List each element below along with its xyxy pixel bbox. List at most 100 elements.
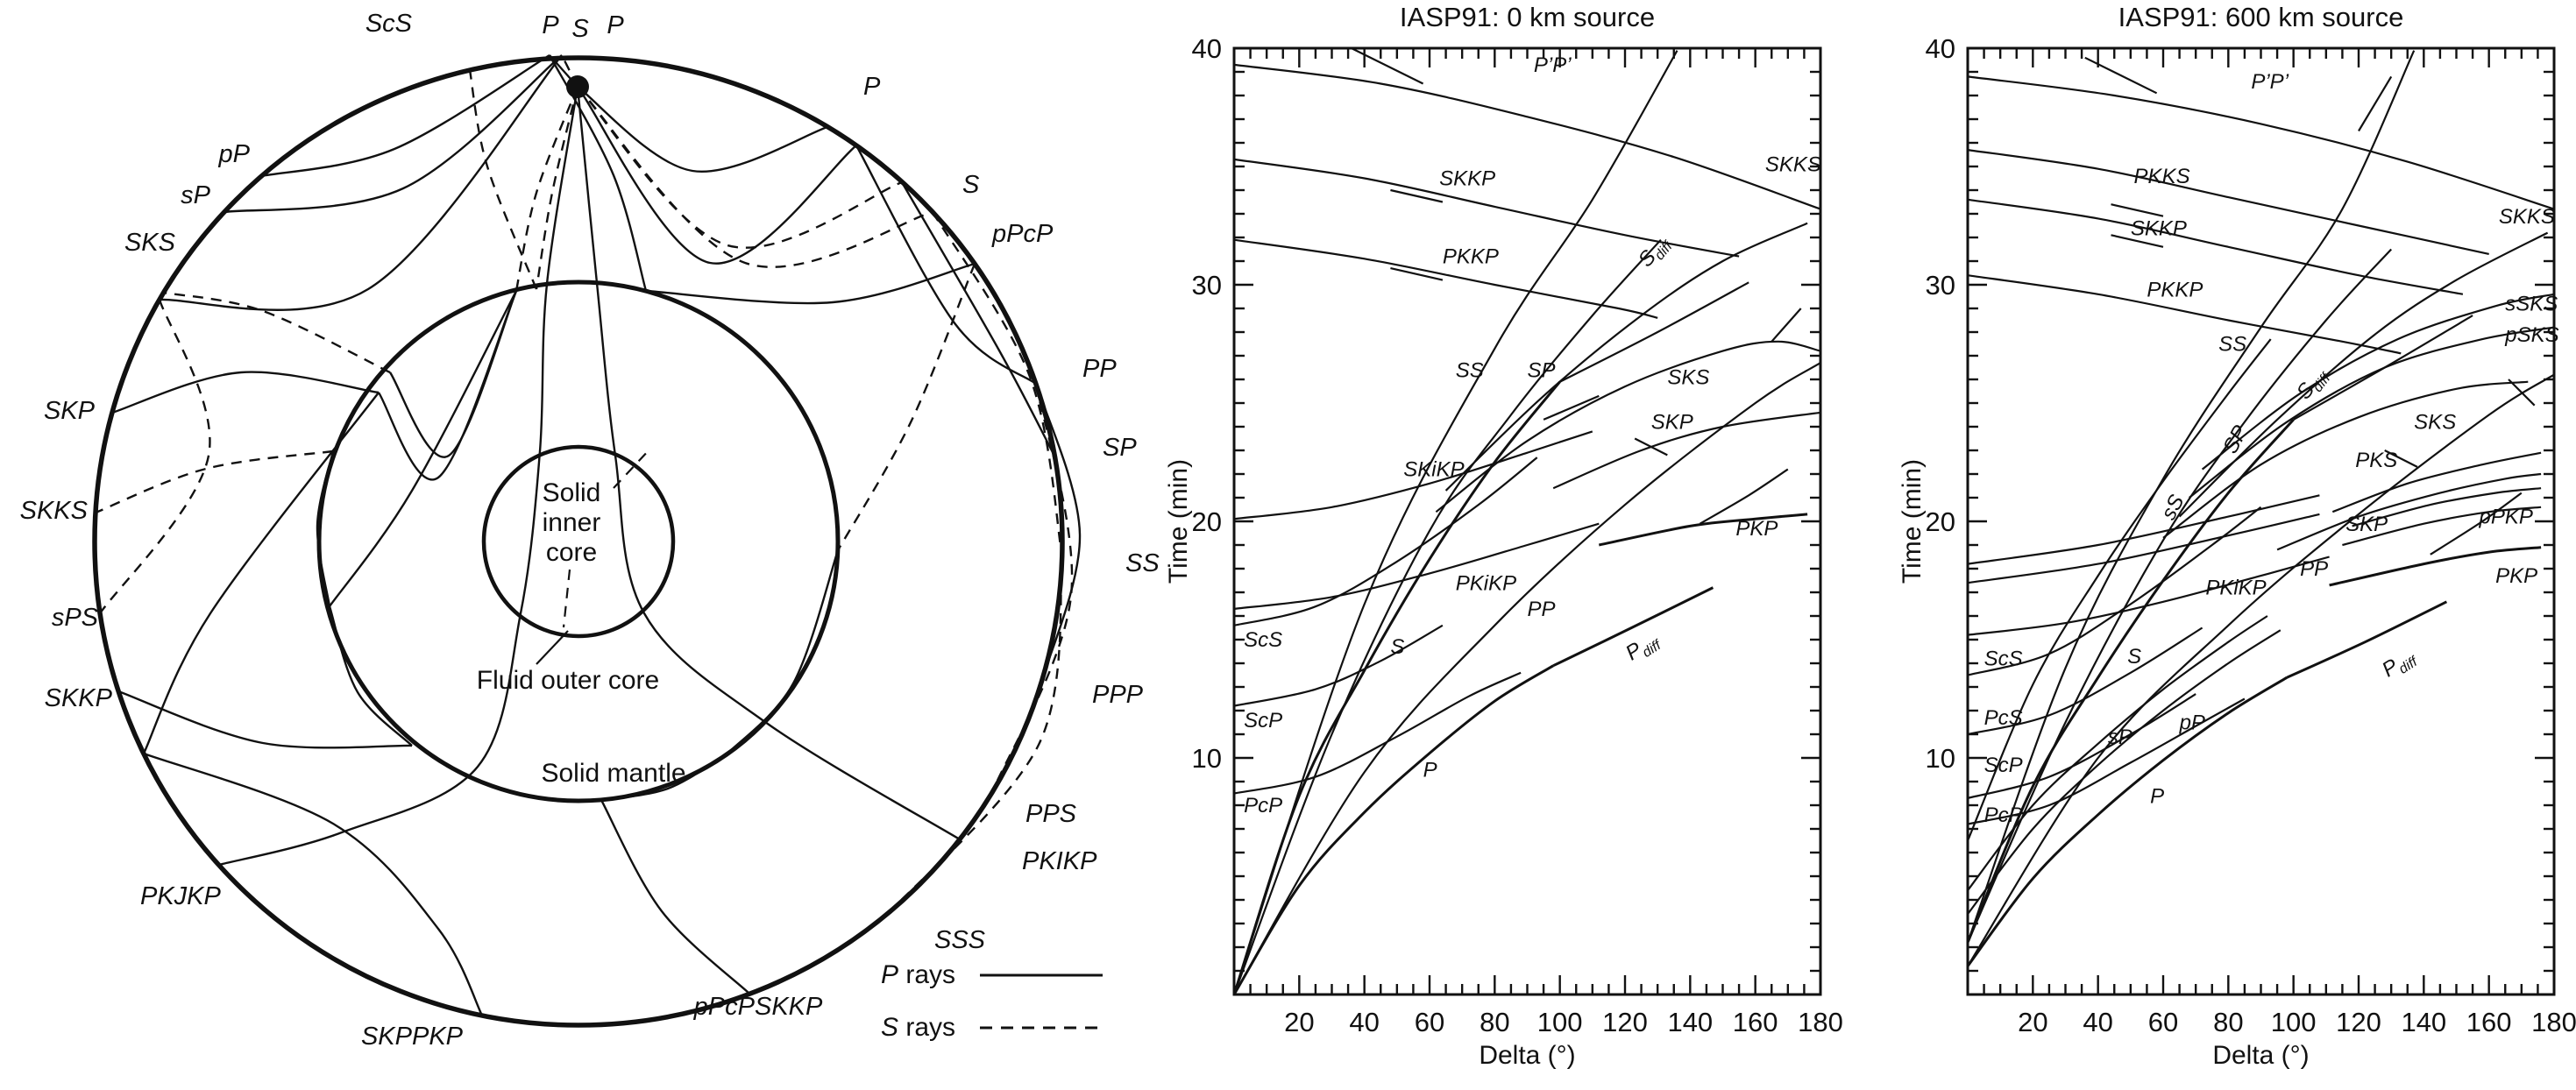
chart-iasp91-600km: 20 40 60 80 100 120 140 160 180 10 20 30 40 IASP91: 6… (1899, 2, 2576, 1070)
curve-PKiKP (1967, 556, 2330, 636)
diagram-phase-label-SKKP: SKKP (45, 684, 113, 712)
curve-SKP (1552, 411, 1821, 490)
curve-ScP (1967, 693, 2196, 799)
chart-title: IASP91: 600 km source (2118, 2, 2404, 32)
chart-phase-label-SP: SP (1528, 358, 1556, 382)
tick-labels: 20 40 60 80 100 120 140 160 180 10 20 30 40 (1926, 33, 2576, 1037)
axis-ticks (1968, 46, 2554, 994)
chart-phase-label-PP: PP (1528, 598, 1556, 621)
curve-depth-phase (1967, 494, 2320, 565)
earthquake-source-dot (566, 75, 589, 98)
curve-SP (1232, 238, 1662, 995)
curve-PcS (1967, 626, 2203, 736)
chart-phase-label-S: S (1390, 635, 1404, 659)
earth-shells (92, 55, 1065, 1028)
x-tick-label-120: 120 (2336, 1007, 2381, 1037)
ray-pP (260, 53, 578, 178)
curve-Pdiff (2286, 600, 2448, 679)
ray-ScS (468, 69, 579, 290)
diagram-phase-label-S: S (962, 171, 980, 199)
chart-phase-label-PKS: PKS (2355, 449, 2397, 472)
diagram-phase-label-P: P (542, 11, 559, 39)
chart-phase-label-sSKS: sSKS (2505, 293, 2558, 316)
curve-PP (1233, 362, 1821, 995)
curve-P'P' (1233, 63, 1821, 210)
curve-marker (1543, 394, 1600, 421)
x-tick-label-140: 140 (1667, 1007, 1713, 1037)
curve-SKS-spur (1771, 308, 1802, 343)
chart-phase-label-pP: pP (2179, 711, 2205, 735)
diagram-phase-label-SS: SS (1125, 549, 1160, 577)
chart-phase-label-PP: PP (2300, 557, 2328, 581)
diagram-phase-label-P: P (607, 11, 624, 39)
ray-PKIKP (576, 86, 961, 841)
curve-marker (1351, 47, 1424, 85)
curve-SKKS (1444, 222, 1808, 492)
x-tick-label-60: 60 (1415, 1007, 1444, 1037)
curve-ScP (1233, 624, 1444, 707)
diagram-phase-label-ScS: ScS (365, 10, 413, 38)
y-axis-label: Time (min) (1899, 459, 1927, 584)
chart-phase-label-P: P (1423, 759, 1437, 782)
y-tick-label-20: 20 (1192, 506, 1222, 537)
x-tick-label-160: 160 (1733, 1007, 1778, 1037)
mantle-label: Solid mantle (541, 759, 685, 788)
chart-phase-label-PKiKP: PKiKP (1456, 571, 1516, 595)
legend-p-rays-label: P rays (881, 960, 955, 989)
x-tick-label-20: 20 (1284, 1007, 1314, 1037)
y-tick-label-30: 30 (1926, 270, 1955, 301)
curve-PKKP (1233, 238, 1658, 319)
diagram-phase-label-S: S (571, 15, 589, 43)
ray-PP (577, 86, 1037, 385)
diagram-phase-label-PPP: PPP (1092, 681, 1144, 709)
ray-P (577, 86, 828, 173)
chart-phase-label-P-diff: Pdiff (2378, 643, 2422, 684)
ray-SKP (111, 290, 518, 481)
inner-core-label-line3: core (546, 538, 597, 567)
chart-phase-label-PKP: PKP (1735, 517, 1778, 541)
diagram-phase-label-pPcPSKKP: pPcPSKKP (693, 993, 823, 1021)
x-tick-label-40: 40 (1349, 1007, 1379, 1037)
chart-phase-label-SKP: SKP (1651, 411, 1693, 435)
curve-pPKP (2342, 506, 2542, 547)
curve-SKiKP (1233, 430, 1593, 520)
diagram-phase-label-SKS: SKS (124, 229, 176, 257)
x-tick-label-40: 40 (2083, 1007, 2112, 1037)
ray-legend: P rays S rays (881, 960, 1103, 1042)
curve-SKS-spur (2508, 379, 2536, 407)
diagram-phase-label-P: P (863, 73, 881, 101)
chart-phase-label-P’P’: P’P’ (1534, 53, 1572, 77)
curve-SKP (2276, 472, 2542, 551)
ray-paths (95, 53, 1082, 1016)
x-tick-label-180: 180 (2531, 1007, 2576, 1037)
curve-marker (2084, 56, 2158, 95)
tick-labels: 20 40 60 80 100 120 140 160 180 10 20 30 40 (1192, 33, 1843, 1037)
phase-labels: ScS P S PPSpPcPPPSPSSPPPPPSPKIKPSSSpPcPSKKP… (20, 10, 1160, 1051)
curve-marker (2111, 234, 2164, 248)
x-tick-label-180: 180 (1798, 1007, 1843, 1037)
chart-title: IASP91: 0 km source (1400, 2, 1655, 32)
curve-PP (1967, 373, 2555, 967)
x-tick-label-100: 100 (2271, 1007, 2317, 1037)
chart-phase-label-ScP: ScP (1244, 709, 1282, 733)
chart-phase-label-PcS: PcS (1984, 706, 2023, 730)
chart-phase-label-SKP: SKP (2345, 513, 2388, 536)
curve-sS (1966, 338, 2272, 841)
diagram-phase-label-sP: sP (181, 181, 211, 209)
axis-ticks (1234, 46, 1820, 994)
curve-S (1232, 380, 1561, 995)
diagram-phase-label-PKIKP: PKIKP (1022, 847, 1097, 875)
ray-pPcPSKKP (600, 263, 976, 994)
curve-SKKP (1967, 198, 2464, 295)
curve-PKiKP (1233, 522, 1600, 610)
curve-SKKS (2178, 231, 2549, 518)
chart-phase-label-PcP: PcP (1244, 794, 1282, 818)
inner-core-circle (481, 444, 676, 639)
x-tick-label-120: 120 (1602, 1007, 1648, 1037)
curve-Pdiff (1552, 586, 1714, 668)
chart-phase-label-PKKP: PKKP (1443, 245, 1499, 269)
chart-phase-label-pPKP: pPKP (2479, 506, 2533, 529)
curve-PKP (2329, 546, 2542, 587)
